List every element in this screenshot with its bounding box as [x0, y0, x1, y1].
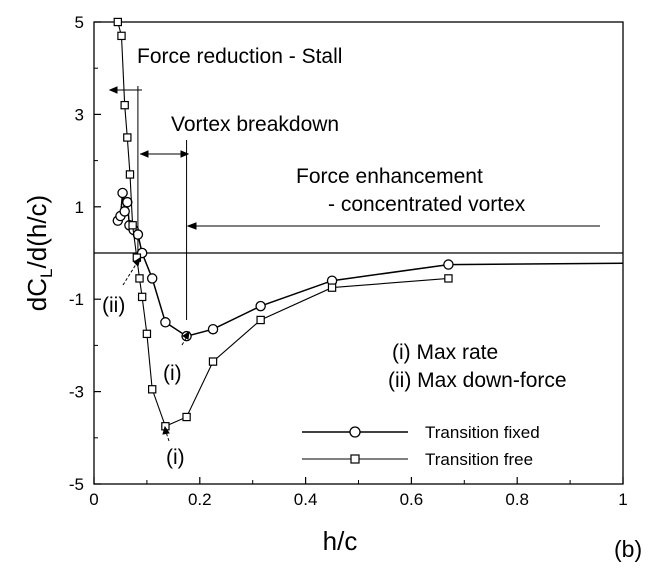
y-axis-label-sub: L: [37, 268, 56, 277]
x-tick-label: 0.4: [294, 490, 318, 509]
data-point-transition-fixed: [443, 259, 454, 270]
y-tick-label: 5: [75, 13, 84, 32]
vortex-arrowhead-left: [139, 150, 149, 158]
data-point-transition-free: [123, 133, 132, 142]
data-point-transition-fixed: [207, 323, 219, 335]
i-pointer-upper: [181, 334, 189, 346]
legend-label-free: Transition free: [425, 450, 533, 469]
x-tick-label: 1: [618, 490, 627, 509]
legend-label-fixed: Transition fixed: [425, 423, 540, 442]
vortex-annotation: Vortex breakdown: [171, 113, 339, 136]
y-tick-label: -1: [69, 290, 84, 309]
data-point-transition-free: [142, 329, 152, 339]
y-tick-label: -3: [69, 383, 84, 402]
y-tick-label: -5: [69, 475, 84, 494]
axis-ticks: 0 0.2 0.4 0.6 0.8 1 -5 -3 -1 1 3 5: [69, 13, 628, 509]
annotation-arrows: [108, 86, 600, 442]
tag-i-lower: (i): [166, 446, 185, 469]
data-point-transition-fixed: [160, 317, 171, 328]
legend: Transition fixed Transition free: [302, 423, 540, 469]
data-point-transition-free: [256, 315, 265, 325]
i-pointer-upper-head: [182, 330, 190, 340]
legend-marker-free: [350, 454, 360, 464]
y-tick-label: 3: [75, 105, 84, 124]
enhancement-annotation-line2: - concentrated vortex: [328, 193, 526, 216]
i-pointer-lower-head: [162, 425, 170, 435]
max-downforce-note: (ii) Max down-force: [388, 369, 567, 392]
x-axis-label: h/c: [323, 526, 358, 556]
data-point-transition-free: [117, 31, 126, 41]
data-point-transition-fixed: [146, 273, 158, 284]
x-tick-label: 0.6: [400, 490, 424, 509]
tag-i-upper: (i): [163, 362, 182, 385]
panel-label: (b): [614, 536, 642, 562]
data-point-transition-fixed: [122, 196, 133, 208]
x-tick-label: 0.2: [188, 490, 212, 509]
data-point-transition-free: [444, 274, 453, 283]
data-point-transition-free: [113, 17, 123, 27]
data-point-transition-free: [147, 385, 157, 394]
data-point-transition-free: [120, 100, 129, 110]
data-point-transition-free: [128, 221, 137, 230]
stall-arrowhead: [108, 86, 118, 94]
stall-annotation: Force reduction - Stall: [137, 45, 342, 68]
y-axis-label-base: dC: [22, 278, 52, 311]
vortex-arrowhead-right: [180, 150, 190, 158]
data-point-transition-fixed: [255, 300, 266, 312]
data-point-transition-free: [137, 292, 147, 302]
data-point-transition-free: [208, 357, 218, 366]
x-tick-label: 0: [89, 490, 98, 509]
y-axis-label: dCL/d(h/c): [22, 195, 56, 311]
y-axis-label-tail: /d(h/c): [22, 195, 52, 269]
enhancement-annotation-line1: Force enhancement: [296, 165, 483, 188]
ii-pointer-head: [133, 256, 141, 267]
data-point-transition-fixed: [119, 206, 130, 217]
data-point-transition-free: [135, 274, 144, 283]
y-tick-label: 1: [75, 198, 84, 217]
series-layer: [112, 17, 624, 431]
data-point-transition-free: [125, 170, 135, 179]
data-point-transition-free: [182, 412, 191, 422]
enhancement-arrowhead: [186, 222, 197, 230]
tag-ii: (ii): [102, 294, 125, 317]
x-tick-label: 0.8: [505, 490, 529, 509]
data-point-transition-fixed: [117, 187, 128, 199]
legend-marker-fixed: [349, 426, 361, 438]
data-point-transition-free: [327, 283, 337, 292]
max-rate-note: (i) Max rate: [392, 341, 498, 364]
